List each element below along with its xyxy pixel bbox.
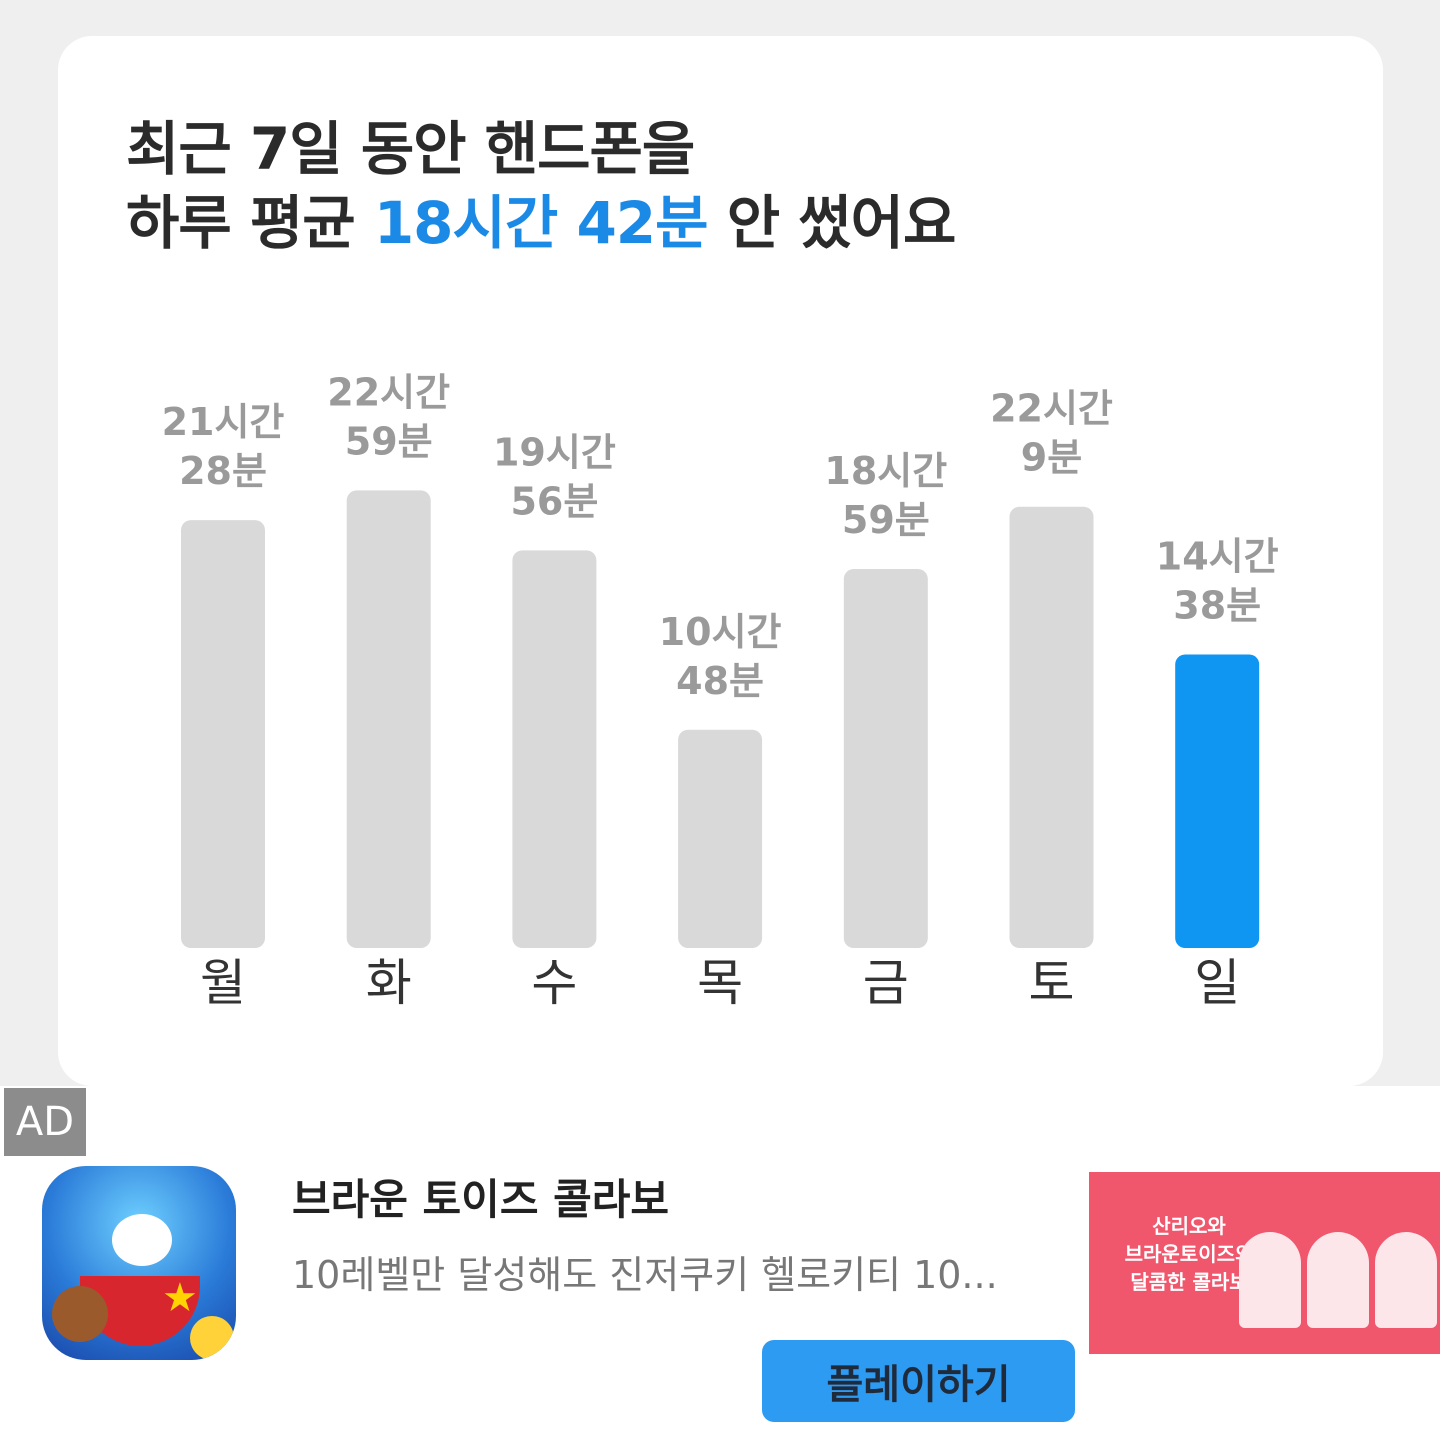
headline-line-2-suffix: 안 썼어요 [707, 189, 957, 257]
ad-badge: AD [4, 1088, 86, 1156]
ad-title[interactable]: 브라운 토이즈 콜라보 [292, 1175, 670, 1224]
ad-banner-image[interactable]: 산리오와 브라운토이즈의 달콤한 콜라보 [1089, 1172, 1440, 1354]
average-time-highlight: 18시간 42분 [373, 189, 709, 257]
star-icon: ★ [162, 1275, 198, 1321]
game-app-icon[interactable]: ★ [42, 1166, 236, 1360]
banner-character-frame [1375, 1232, 1437, 1328]
play-button[interactable]: 플레이하기 [762, 1340, 1075, 1422]
chick-character-icon [190, 1316, 234, 1360]
headline-line-1: 최근 7일 동안 핸드폰을 [126, 115, 695, 183]
banner-character-frame [1307, 1232, 1369, 1328]
bear-character-icon [52, 1286, 108, 1342]
ad-section[interactable]: AD ★ 브라운 토이즈 콜라보 10레벨만 달성해도 진저쿠키 헬로키티 10… [0, 1086, 1440, 1440]
banner-character-frame [1239, 1232, 1301, 1328]
ad-description[interactable]: 10레벨만 달성해도 진저쿠키 헬로키티 10... [292, 1253, 998, 1297]
ad-banner-text: 산리오와 브라운토이즈의 달콤한 콜라보 [1124, 1214, 1254, 1294]
page-title: 최근 7일 동안 핸드폰을 하루 평균 18시간 42분 안 썼어요 [126, 112, 957, 260]
headline-line-2-prefix: 하루 평균 [126, 189, 374, 257]
kitty-character-icon [112, 1214, 172, 1266]
